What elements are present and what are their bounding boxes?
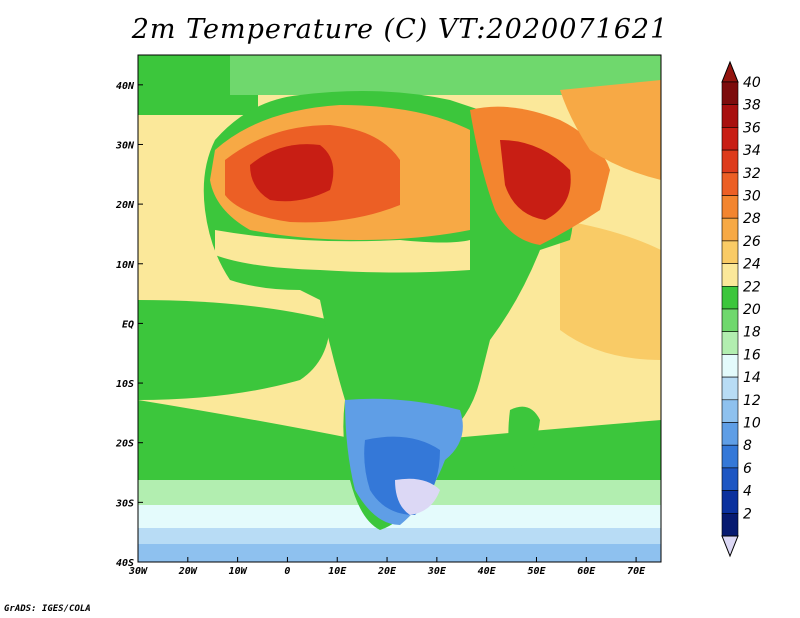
x-tick-label: 40E	[478, 566, 497, 577]
colorbar-swatch	[721, 195, 739, 219]
colorbar-swatch	[721, 263, 739, 287]
south-atlantic-green	[138, 400, 360, 500]
colorbar-swatch	[721, 399, 739, 423]
footer-credit: GrADS: IGES/COLA	[4, 604, 91, 614]
colorbar-swatch	[721, 217, 739, 242]
colorbar-top-arrow	[721, 60, 739, 83]
colorbar-label: 34	[743, 143, 761, 159]
x-tick-label: 0	[284, 566, 290, 577]
colorbar-label: 20	[743, 302, 761, 318]
atlantic-cool-zone	[138, 300, 330, 400]
colorbar-swatch	[721, 308, 739, 333]
colorbar-swatch	[721, 422, 739, 446]
colorbar-swatch	[721, 512, 739, 537]
southern-band-3	[138, 528, 661, 546]
colorbar-label: 26	[743, 234, 761, 250]
colorbar-label: 24	[743, 257, 761, 273]
temperature-field	[138, 55, 661, 562]
x-tick-label: 20W	[178, 566, 198, 577]
colorbar-label: 14	[743, 370, 761, 386]
x-tick-label: 30E	[427, 566, 447, 577]
colorbar-swatch	[721, 444, 739, 469]
lesotho-coldest	[395, 478, 440, 515]
arabian-sea-zone	[560, 220, 661, 360]
colorbar: 40 38 36 34 32 30 28 26 24 22 20 18 16 14 12 10 8 6 4 2	[721, 60, 761, 558]
colorbar-swatch	[721, 240, 739, 264]
colorbar-swatch	[721, 331, 739, 355]
x-tick-label: 30W	[128, 566, 148, 577]
colorbar-swatch	[721, 172, 739, 196]
southern-band-4	[138, 544, 661, 562]
x-tick-label: 50E	[527, 566, 546, 577]
colorbar-label: 40	[743, 75, 761, 91]
y-tick-label: 40S	[116, 558, 134, 569]
iran-warm	[560, 80, 661, 180]
colorbar-label: 12	[743, 393, 761, 409]
colorbar-bottom-arrow	[721, 535, 739, 558]
x-tick-label: 10W	[229, 566, 248, 577]
colorbar-label: 30	[743, 189, 761, 205]
colorbar-swatch	[721, 467, 739, 491]
x-tick-label: 20E	[377, 566, 397, 577]
y-tick-label: 20N	[115, 200, 135, 211]
y-tick-label: 20S	[115, 439, 134, 450]
sahel-zone	[215, 230, 470, 273]
sahara-hottest	[250, 144, 334, 202]
colorbar-label: 32	[743, 166, 761, 182]
colorbar-label: 2	[743, 506, 752, 522]
colorbar-swatch	[721, 81, 739, 106]
plot-frame	[137, 54, 662, 563]
y-tick-label: EQ	[122, 319, 134, 330]
colorbar-label: 16	[743, 347, 761, 363]
colorbar-label: 10	[743, 416, 761, 432]
arabia-hot	[500, 140, 571, 220]
colorbar-label: 6	[743, 461, 752, 477]
colorbar-label: 38	[743, 98, 761, 114]
colorbar-label: 8	[743, 438, 752, 454]
colorbar-label: 18	[743, 325, 761, 341]
colorbar-label: 36	[743, 120, 761, 136]
madagascar	[508, 406, 540, 470]
colorbar-swatch	[721, 490, 739, 514]
y-tick-label: 40N	[116, 81, 135, 92]
y-tick-label: 10S	[116, 379, 134, 390]
colorbar-label: 4	[743, 484, 752, 500]
colorbar-swatch	[721, 285, 739, 310]
x-tick-label: 60E	[577, 566, 596, 577]
x-tick-label: 70E	[627, 566, 646, 577]
colorbar-swatch	[721, 127, 739, 151]
colorbar-swatch	[721, 354, 739, 378]
colorbar-label: 28	[743, 211, 761, 227]
colorbar-label: 22	[743, 279, 761, 295]
axis-ticks: 30W 20W 10W 0 10E 20E 30E 40E 50E 60E 70E 40N 30N 20N…	[115, 81, 646, 577]
colorbar-swatch	[721, 104, 739, 128]
colorbar-swatch	[721, 376, 739, 401]
y-tick-label: 30S	[115, 498, 134, 509]
y-tick-label: 30N	[115, 140, 135, 151]
x-tick-label: 10E	[328, 566, 347, 577]
y-tick-label: 10N	[116, 260, 135, 271]
chart-title: 2m Temperature (C) VT:2020071621	[131, 14, 669, 45]
colorbar-swatch	[721, 149, 739, 174]
